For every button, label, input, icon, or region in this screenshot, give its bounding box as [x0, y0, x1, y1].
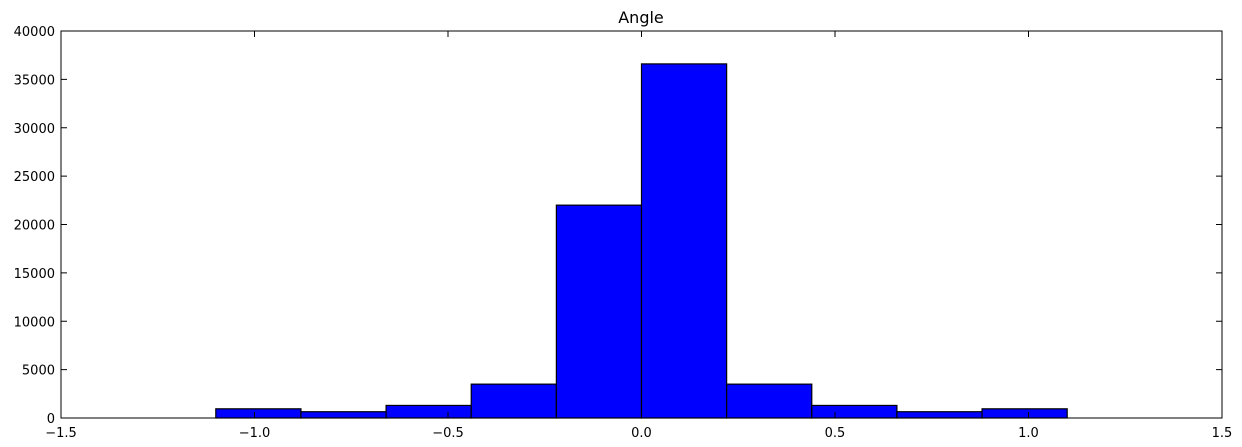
x-tick-label: 1.5	[1212, 426, 1233, 441]
plot-frame	[60, 30, 1223, 419]
histogram-bar	[896, 411, 983, 419]
chart-title: Angle	[618, 8, 664, 27]
histogram-bar	[726, 383, 813, 419]
histogram-bar	[811, 404, 898, 419]
y-tick-label: 20000	[14, 219, 55, 234]
y-tick-label: 30000	[14, 122, 55, 137]
histogram-bar	[385, 404, 472, 419]
histogram-bar	[555, 204, 643, 419]
y-tick-label: 40000	[14, 25, 55, 40]
histogram-bar	[215, 408, 302, 419]
y-tick-label: 35000	[14, 73, 55, 88]
bars-layer	[215, 63, 1068, 419]
y-tick-label: 25000	[14, 170, 55, 185]
y-tick-label: 0	[47, 412, 55, 427]
y-tick-label: 5000	[22, 364, 55, 379]
histogram-bar	[300, 411, 387, 419]
y-tick-label: 15000	[14, 267, 55, 282]
y-tick-label: 10000	[14, 315, 55, 330]
x-tick-label: 0.5	[825, 426, 846, 441]
x-tick-label: −1.0	[239, 426, 271, 441]
x-tick-label: −0.5	[432, 426, 464, 441]
x-tick-label: 0.0	[631, 426, 652, 441]
ticks-layer: −1.5 −1.0 −0.5 0.0 0.5 1.0 1.5 0 5000 10000 15000 2…	[14, 25, 1233, 441]
x-tick-label: −1.5	[45, 426, 77, 441]
histogram-bar	[981, 408, 1068, 419]
histogram-bar	[470, 383, 557, 419]
x-tick-label: 1.0	[1018, 426, 1039, 441]
histogram-bar	[640, 63, 728, 419]
